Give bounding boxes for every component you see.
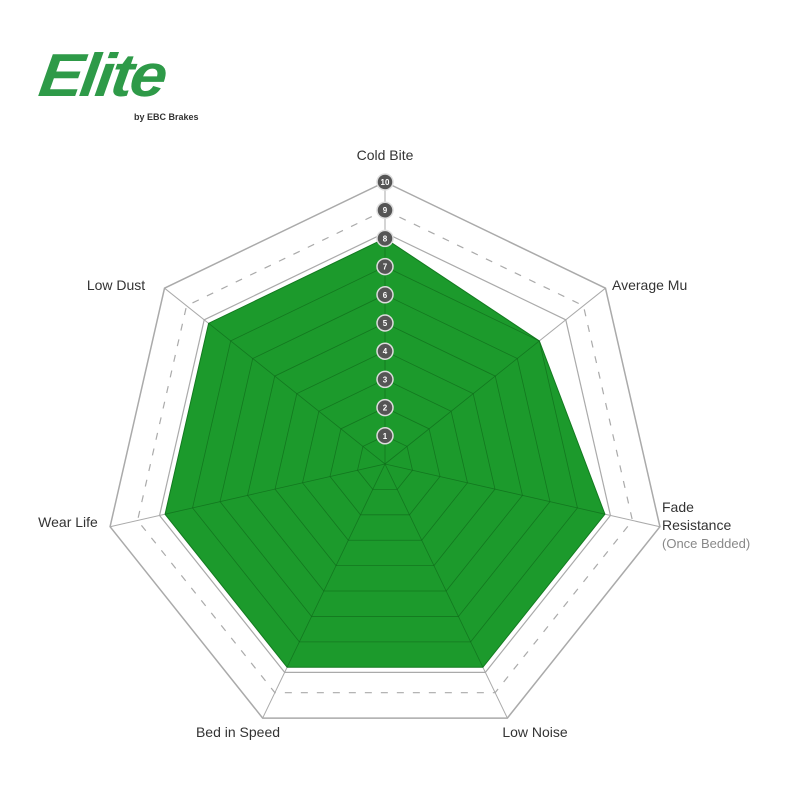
scale-label-1: 1: [383, 432, 388, 441]
grid-ring-4: [274, 350, 496, 567]
scale-label-8: 8: [383, 234, 388, 243]
scale-marker-6: [376, 286, 394, 304]
grid-ring-7: [192, 266, 578, 643]
axis-label-bed-in-speed: Bed in Speed: [196, 724, 280, 740]
grid-ring-3: [302, 378, 468, 541]
scale-label-3: 3: [383, 375, 388, 384]
inner-spoke-6: [208, 323, 386, 465]
axis-sublabel: (Once Bedded): [662, 536, 750, 551]
axis-label-resistance: Resistance: [662, 517, 731, 533]
scale-marker-1: [376, 427, 394, 445]
scale-label-5: 5: [383, 319, 388, 328]
grid-ring-5: [247, 322, 523, 592]
scale-marker-5: [376, 314, 394, 332]
scale-label-4: 4: [383, 347, 388, 356]
inner-spoke-4: [286, 463, 386, 668]
axis-label-average-mu: Average Mu: [612, 277, 687, 293]
axis-label-cold-bite: Cold Bite: [357, 147, 414, 163]
axis-label-fade: Fade: [662, 499, 694, 515]
scale-label-6: 6: [383, 291, 388, 300]
scale-label-10: 10: [381, 178, 390, 187]
scale-label-2: 2: [383, 404, 388, 413]
logo-byline: by EBC Brakes: [134, 112, 199, 122]
scale-marker-3: [376, 370, 394, 389]
grid-ring-6: [219, 294, 551, 617]
elite-logo: Elite by EBC Brakes: [35, 41, 198, 122]
grid-ring-9: [136, 209, 634, 694]
inner-spoke-2: [384, 463, 606, 515]
inner-spoke-3: [384, 463, 484, 668]
axis-label-wear-life: Wear Life: [38, 514, 98, 530]
scale-marker-7: [376, 257, 394, 276]
scale-label-7: 7: [383, 263, 388, 272]
scale-marker-4: [376, 342, 394, 360]
scale-marker-10: [376, 173, 394, 191]
grid-ring-10: [109, 181, 661, 719]
inner-spoke-1: [384, 340, 540, 465]
scale-marker-2: [376, 398, 394, 417]
grid-ring-2: [329, 407, 441, 516]
axis-label-low-dust: Low Dust: [87, 277, 145, 293]
axis-label-low-noise: Low Noise: [502, 724, 568, 740]
inner-spoke-5: [164, 463, 386, 515]
scale-marker-8: [376, 229, 394, 248]
scale-marker-9: [376, 201, 394, 219]
grid-ring-8: [158, 232, 612, 673]
grid-ring-1: [357, 435, 413, 490]
scale-label-9: 9: [383, 206, 388, 215]
